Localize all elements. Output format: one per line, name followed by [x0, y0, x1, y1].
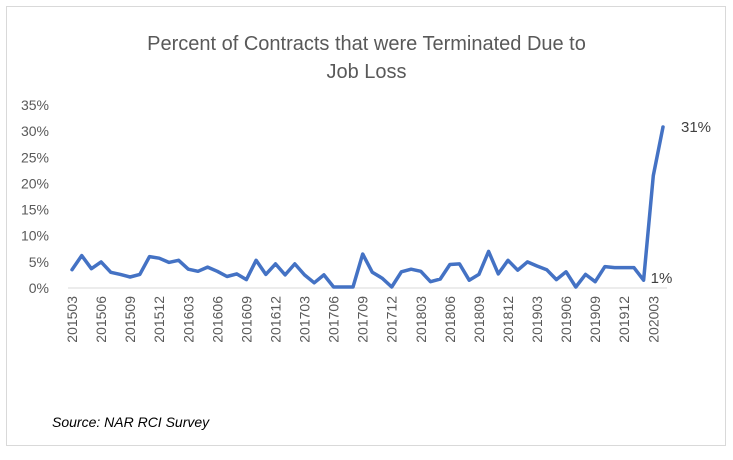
plot-area: [70, 125, 665, 289]
x-tick-label: 201509: [122, 296, 138, 343]
x-tick-label: 201903: [529, 296, 545, 343]
x-tick-label: 201906: [558, 296, 574, 343]
x-tick-label: 201703: [297, 296, 313, 343]
x-tick-label: 201503: [64, 296, 80, 343]
annotations: 31% 1%: [651, 119, 711, 287]
x-tick-label: 201909: [587, 296, 603, 343]
x-tick-label: 201512: [151, 296, 167, 343]
y-tick-label: 0%: [29, 280, 49, 296]
x-tick-label: 202003: [645, 296, 661, 343]
x-tick-label: 201606: [209, 296, 225, 343]
x-tick-label: 201712: [384, 296, 400, 343]
x-tick-label: 201506: [93, 296, 109, 343]
x-tick-label: 201612: [267, 296, 283, 343]
y-tick-label: 25%: [21, 149, 49, 165]
x-tick-label: 201603: [180, 296, 196, 343]
y-tick-label: 30%: [21, 123, 49, 139]
y-tick-label: 35%: [21, 97, 49, 113]
data-label: 1%: [651, 270, 673, 287]
y-tick-label: 15%: [21, 202, 49, 218]
chart-frame: [6, 6, 726, 446]
chart-title-line-1: Percent of Contracts that were Terminate…: [147, 33, 586, 55]
data-label: 31%: [681, 119, 711, 136]
y-axis: 0% 5% 10% 15% 20% 25% 30% 35%: [21, 97, 49, 296]
x-tick-label: 201609: [238, 296, 254, 343]
y-tick-label: 5%: [29, 254, 49, 270]
x-axis: 201503 201506 201509 201512 201603 201606 2016…: [64, 287, 667, 343]
x-tick-label: 201706: [326, 296, 342, 343]
x-tick-label: 201912: [616, 296, 632, 343]
x-tick-label: 201812: [500, 296, 516, 343]
y-tick-label: 10%: [21, 228, 49, 244]
chart-title-line-2: Job Loss: [326, 61, 407, 83]
x-tick-label: 201809: [471, 296, 487, 343]
x-tick-label: 201709: [355, 296, 371, 343]
series-line: [70, 125, 665, 289]
x-tick-label: 201803: [413, 296, 429, 343]
source-note: Source: NAR RCI Survey: [52, 414, 210, 430]
x-tick-label: 201806: [442, 296, 458, 343]
y-tick-label: 20%: [21, 175, 49, 191]
